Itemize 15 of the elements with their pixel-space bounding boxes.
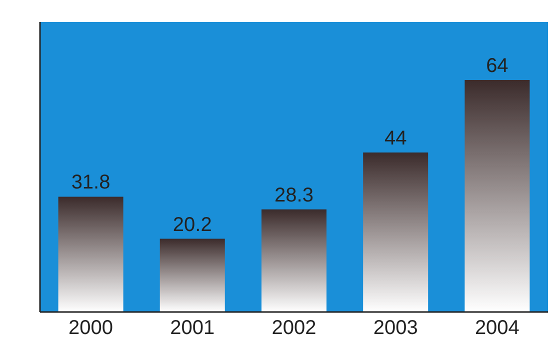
x-tick-label: 2004: [474, 317, 520, 340]
x-tick-label: 2000: [68, 317, 114, 340]
bar: [363, 152, 428, 312]
data-label: 31.8: [71, 172, 110, 194]
data-label: 64: [486, 55, 508, 77]
data-label: 28.3: [274, 184, 314, 206]
x-tick-label: 2001: [170, 317, 215, 340]
x-tick-label: 2003: [373, 317, 418, 340]
bar: [464, 80, 530, 312]
bar: [261, 209, 326, 312]
bar: [160, 238, 225, 312]
bar: [58, 196, 124, 312]
data-label: 20.2: [172, 214, 212, 236]
data-label: 44: [384, 128, 407, 150]
x-tick-label: 2002: [272, 317, 316, 340]
